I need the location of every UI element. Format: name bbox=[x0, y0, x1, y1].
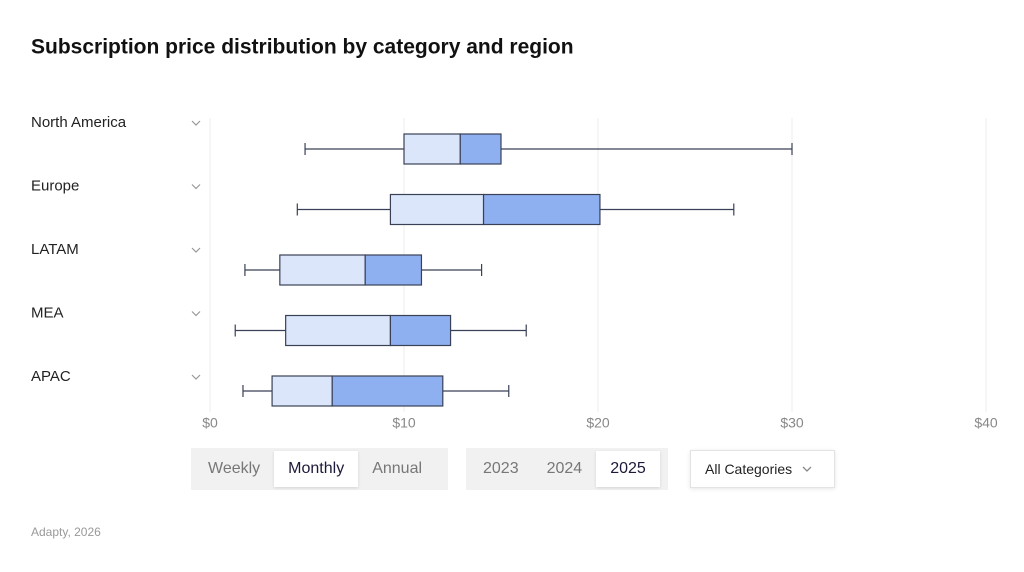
x-tick-label: $30 bbox=[780, 415, 804, 431]
period-toggle: Weekly Monthly Annual bbox=[191, 448, 448, 490]
toggle-option[interactable]: 2023 bbox=[483, 460, 519, 477]
box-upper bbox=[389, 314, 452, 347]
box-upper bbox=[459, 133, 502, 165]
x-tick-label: $40 bbox=[974, 415, 998, 431]
toggle-option[interactable]: Weekly bbox=[208, 460, 261, 477]
box-upper bbox=[331, 375, 444, 407]
row-label: North America bbox=[31, 114, 127, 131]
toggle-option[interactable]: 2024 bbox=[546, 460, 583, 477]
x-tick-label: $0 bbox=[202, 415, 218, 431]
toggle-option[interactable]: Monthly bbox=[274, 451, 359, 487]
box-lower bbox=[285, 314, 392, 347]
chart: Subscription price distribution by categ… bbox=[31, 36, 998, 431]
row-chevron[interactable] bbox=[191, 120, 201, 126]
dropdown-label: All Categories bbox=[705, 461, 793, 477]
source: Adapty, 2026 bbox=[31, 525, 101, 539]
toggle-option[interactable]: 2025 bbox=[596, 451, 660, 487]
row-chevron[interactable] bbox=[191, 311, 201, 317]
chart-title: Subscription price distribution by categ… bbox=[31, 36, 574, 59]
row-chevron[interactable] bbox=[191, 247, 201, 253]
row-label: Europe bbox=[31, 177, 79, 194]
box-lower bbox=[271, 375, 333, 407]
box-lower bbox=[403, 133, 461, 165]
dropdown-chevron bbox=[802, 466, 812, 472]
box-upper bbox=[364, 254, 423, 286]
box-lower bbox=[279, 254, 366, 286]
x-tick-label: $20 bbox=[586, 415, 610, 431]
row-label: APAC bbox=[31, 368, 71, 385]
category-dropdown[interactable]: All Categories bbox=[690, 450, 835, 488]
box-upper bbox=[482, 193, 601, 226]
box-lower bbox=[389, 193, 485, 226]
row-chevron[interactable] bbox=[191, 374, 201, 380]
row-label: MEA bbox=[31, 304, 64, 321]
x-tick-label: $10 bbox=[392, 415, 416, 431]
row-chevron[interactable] bbox=[191, 184, 201, 190]
year-toggle: 2023 2024 2025 bbox=[466, 448, 668, 490]
toggle-option[interactable]: Annual bbox=[372, 460, 423, 477]
row-label: LATAM bbox=[31, 241, 79, 258]
